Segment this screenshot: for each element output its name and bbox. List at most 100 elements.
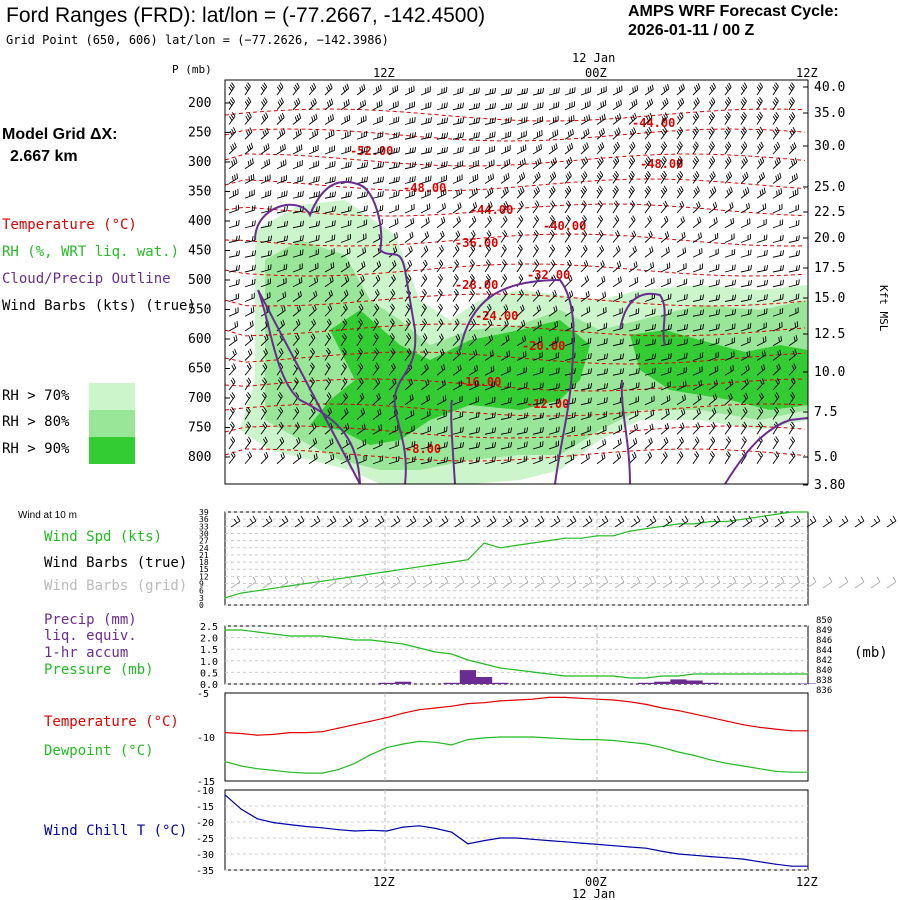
wind-barb <box>420 379 430 391</box>
wind-barb <box>244 421 251 435</box>
wind-barb <box>628 185 635 199</box>
wind-barb <box>772 265 785 273</box>
surface-wind-barb <box>230 515 241 528</box>
wind-barb <box>388 218 399 229</box>
wind-barb <box>452 244 460 258</box>
wind-barb <box>788 264 801 273</box>
wind-barb <box>452 274 459 287</box>
wind-barb <box>468 201 478 214</box>
wind-barb <box>612 113 622 125</box>
wind-barb <box>564 440 575 450</box>
legend-dewpoint: Dewpoint (°C) <box>44 743 154 759</box>
height-tick-label: 5.0 <box>814 450 837 465</box>
wind-barb <box>468 349 478 361</box>
wind-barb <box>676 436 684 450</box>
wind-chill-line-point <box>483 840 485 842</box>
pressure-line-point <box>807 673 809 675</box>
wind-barb <box>708 201 718 214</box>
wind-barb <box>500 215 508 229</box>
wind-barb <box>388 347 396 361</box>
wind-barb <box>740 111 747 125</box>
wind-barb <box>724 309 737 317</box>
legend-cloud-outline: Cloud/Precip Outline <box>2 271 171 287</box>
dewpoint-line-point <box>418 740 420 743</box>
surface-wind-barb-grid <box>230 576 241 589</box>
wind-speed-line-point <box>515 544 518 547</box>
wind-barb <box>548 185 556 199</box>
wind-barb <box>468 160 479 170</box>
surface-wind-barb-grid <box>342 576 353 589</box>
wind-barb <box>420 175 432 184</box>
pressure-tick-label: 500 <box>188 273 211 288</box>
wind-barb <box>468 87 480 96</box>
legend-rh80-swatch <box>89 410 135 437</box>
wind-barb <box>292 190 304 199</box>
wind-barb <box>548 115 559 125</box>
surface-wind-barb-grid <box>598 576 609 589</box>
wind-barb <box>676 263 687 273</box>
dewpoint-line-point <box>515 736 518 738</box>
wind-barb <box>676 324 689 332</box>
wind-barb <box>756 265 769 273</box>
wind-barb <box>388 260 397 273</box>
wind-barb <box>484 173 495 184</box>
pressure-line-point <box>515 669 518 671</box>
wind-barb <box>404 217 415 229</box>
wind-barb <box>724 421 732 435</box>
surface-wind-barb <box>342 515 353 528</box>
model-grid-label: Model Grid ΔX: <box>2 126 118 143</box>
legend-wind-speed: Wind Spd (kts) <box>44 529 163 545</box>
wind-barb <box>788 377 796 391</box>
surface-wind-barb-grid <box>422 576 433 589</box>
pressure-line-point <box>418 647 420 649</box>
wind-barb <box>644 84 654 96</box>
wind-speed-line-point <box>645 528 647 530</box>
legend-rh70-swatch <box>89 383 135 410</box>
wind-barb <box>740 322 752 332</box>
surface-wind-barb-grid <box>374 576 385 589</box>
surface-wind-barb <box>518 515 529 528</box>
wind-barb <box>788 406 795 420</box>
wind-barb <box>356 333 363 346</box>
wind-barb <box>564 101 575 111</box>
wind-barb <box>452 259 460 273</box>
wind-barb <box>676 185 684 199</box>
wind-barb <box>484 117 497 125</box>
surface-wind-barb <box>886 515 897 528</box>
wind-barb <box>436 245 444 258</box>
precip-bar <box>799 683 817 684</box>
wind-tick-label: 36 <box>199 515 209 524</box>
date-label-bottom: 12 Jan <box>572 887 615 900</box>
wind-barb <box>500 289 508 302</box>
wind-chill-line-point <box>791 865 793 867</box>
wind-barb <box>420 288 427 302</box>
wind-barb <box>244 278 256 288</box>
wind-barb <box>644 409 655 420</box>
pressure-line-point <box>613 675 615 677</box>
pressure-sfc-tick-label: 846 <box>816 636 832 646</box>
wind-speed-line-point <box>434 563 437 566</box>
wind-barb <box>740 294 753 302</box>
wind-barb <box>628 230 637 243</box>
wind-barb <box>372 303 380 317</box>
wind-barb <box>436 288 443 302</box>
wind-barb <box>532 200 540 214</box>
height-tick-label: 25.0 <box>814 180 845 195</box>
wind-barb <box>276 220 289 229</box>
isotherm-label: -12.00 <box>526 397 569 411</box>
pressure-line-point <box>580 675 582 677</box>
wind-barb <box>228 451 236 465</box>
wind-barb <box>468 456 481 465</box>
wind-barb <box>724 264 736 273</box>
wind-barb <box>500 427 513 435</box>
wind-barb <box>708 217 718 229</box>
wind-barb <box>484 303 492 317</box>
surface-wind-barb <box>838 515 849 528</box>
wind-chill-line-point <box>807 865 809 867</box>
wind-barb <box>788 235 800 243</box>
temperature-line-point <box>289 732 291 734</box>
pressure-line-point <box>661 675 663 677</box>
dewpoint-line-point <box>564 738 566 740</box>
wind-barb <box>740 392 749 406</box>
wind-barb <box>756 279 769 288</box>
